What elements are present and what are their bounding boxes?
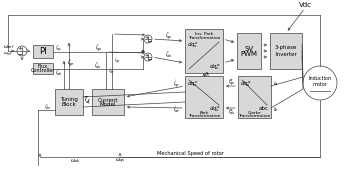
Text: $i_a$: $i_a$ (273, 80, 279, 88)
Text: $i_{qs}^{*}$: $i_{qs}^{*}$ (55, 43, 61, 55)
Text: PWM: PWM (240, 51, 258, 57)
Bar (33, 45, 53, 58)
Text: motor: motor (313, 83, 328, 88)
Text: $\theta_i$: $\theta_i$ (204, 70, 210, 79)
Text: Model: Model (100, 102, 116, 107)
Text: Vdc: Vdc (299, 2, 312, 8)
Text: $T_r$: $T_r$ (83, 95, 92, 105)
Text: −: − (147, 56, 152, 61)
Text: $dq_s^e$: $dq_s^e$ (187, 40, 199, 50)
Bar (185, 76, 223, 118)
Bar (238, 76, 271, 118)
Text: Block: Block (62, 102, 76, 107)
Text: Tuning: Tuning (60, 98, 78, 102)
Text: $dq_s^e$: $dq_s^e$ (187, 79, 199, 89)
Text: −: − (18, 51, 22, 56)
Text: 3-phase: 3-phase (275, 45, 297, 51)
Text: abc: abc (259, 107, 269, 112)
Text: +: + (145, 53, 148, 58)
Text: $i_{qr}^{'}$: $i_{qr}^{'}$ (173, 78, 181, 90)
Text: $i_{qs}^{*}$: $i_{qs}^{*}$ (94, 43, 102, 55)
Text: $i_{qs}^\alpha$: $i_{qs}^\alpha$ (228, 76, 235, 88)
Text: SV: SV (244, 46, 253, 52)
Bar (185, 29, 223, 73)
Text: $i_{dr}^{'}$: $i_{dr}^{'}$ (173, 105, 181, 115)
Text: Current: Current (98, 98, 118, 102)
Text: $\omega_{ref}$: $\omega_{ref}$ (3, 44, 15, 51)
Circle shape (144, 35, 152, 43)
Text: Induction: Induction (308, 76, 331, 81)
Text: $i_{ds}^{*}$: $i_{ds}^{*}$ (164, 49, 172, 60)
Text: $i_{ds}^{*}$: $i_{ds}^{*}$ (94, 61, 102, 71)
Bar (33, 63, 53, 74)
Text: $\omega_{ref}$: $\omega_{ref}$ (3, 50, 13, 58)
Text: Transformation: Transformation (188, 36, 220, 40)
Text: +: + (18, 47, 22, 52)
Text: $dq_s^\alpha$: $dq_s^\alpha$ (240, 79, 252, 89)
Text: −: − (147, 38, 152, 43)
Circle shape (303, 66, 337, 100)
Text: Flux: Flux (38, 65, 48, 70)
Bar (237, 33, 261, 69)
Text: $dq_s^\alpha$: $dq_s^\alpha$ (209, 62, 221, 72)
Text: Transformation: Transformation (188, 114, 220, 118)
Text: Controller: Controller (31, 68, 55, 73)
Text: $\omega_{qs}$: $\omega_{qs}$ (115, 156, 125, 166)
Text: PI: PI (39, 47, 47, 56)
Text: $i_{qe}^{*}$: $i_{qe}^{*}$ (67, 58, 75, 70)
Text: $i_{de}^{*}$: $i_{de}^{*}$ (44, 103, 51, 113)
Text: $i_{dr}^{'}$: $i_{dr}^{'}$ (108, 66, 114, 76)
Text: $dq_s^\alpha$: $dq_s^\alpha$ (209, 104, 221, 114)
Text: Inv. Park: Inv. Park (195, 32, 213, 36)
Text: Clarke: Clarke (248, 111, 261, 115)
Text: $\omega_{ds}$: $\omega_{ds}$ (70, 157, 80, 165)
Text: $i_{qr}^{'}$: $i_{qr}^{'}$ (114, 57, 121, 67)
Bar (92, 89, 124, 115)
Bar (270, 33, 302, 69)
Text: Mechanical Speed of rotor: Mechanical Speed of rotor (156, 151, 223, 156)
Text: $i_{qs}^{*}$: $i_{qs}^{*}$ (164, 30, 172, 43)
Circle shape (144, 53, 152, 61)
Text: Inverter: Inverter (275, 52, 297, 57)
Text: $i_{de}^{*}$: $i_{de}^{*}$ (55, 68, 63, 78)
Text: Transformation: Transformation (238, 114, 271, 118)
Text: $i_{ds}^\alpha$: $i_{ds}^\alpha$ (228, 107, 235, 117)
Text: $i_b$: $i_b$ (273, 106, 279, 115)
Circle shape (142, 50, 144, 53)
Bar (55, 89, 83, 115)
Text: +: + (145, 35, 148, 40)
Text: Park: Park (199, 111, 209, 115)
Circle shape (17, 46, 27, 56)
